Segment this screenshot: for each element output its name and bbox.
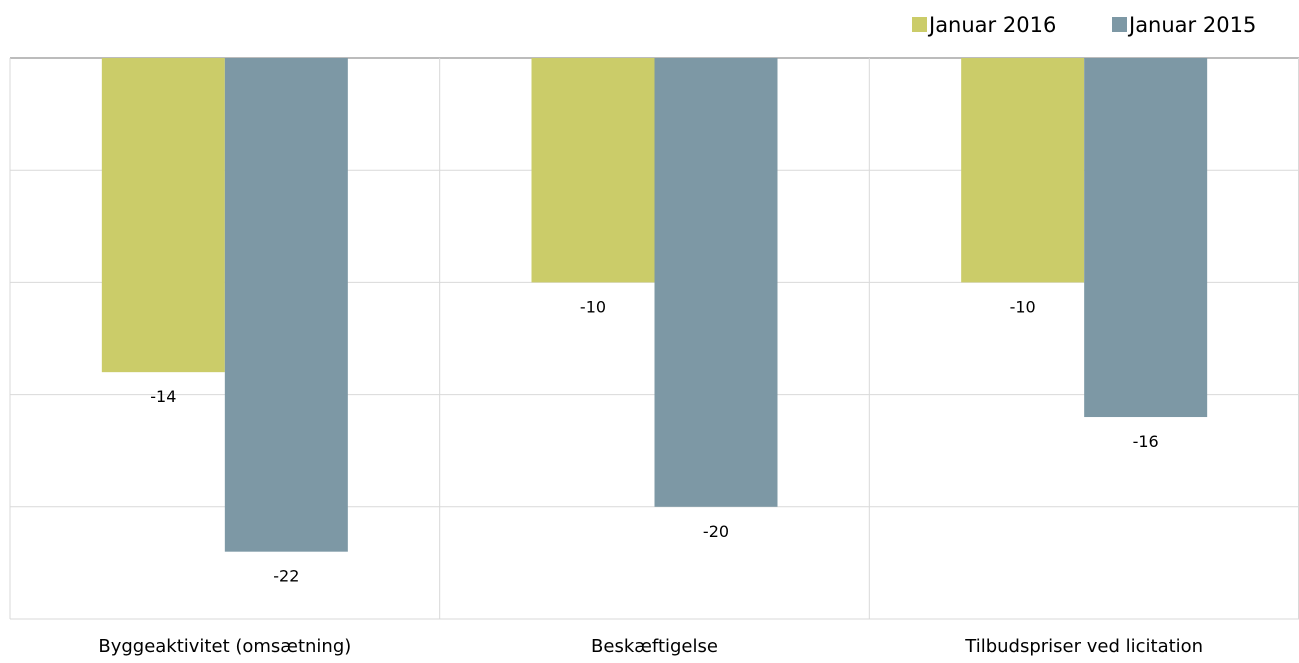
data-label: -10 [1010, 297, 1036, 316]
bar [1084, 58, 1208, 418]
bars [101, 58, 1208, 552]
bar [224, 58, 348, 552]
legend: Januar 2016 Januar 2015 [912, 13, 1256, 37]
data-label: -16 [1133, 432, 1159, 451]
data-labels: -14 -22 -10 -20 -10 -16 [150, 297, 1158, 585]
category-label: Beskæftigelse [591, 636, 718, 657]
bar [654, 58, 778, 507]
legend-swatch [1112, 17, 1127, 32]
bar [531, 58, 655, 283]
data-label: -10 [580, 297, 606, 316]
data-label: -20 [703, 522, 729, 541]
bar [961, 58, 1085, 283]
category-label: Tilbudspriser ved licitation [964, 636, 1203, 657]
category-label: Byggeaktivitet (omsætning) [98, 636, 351, 657]
legend-swatch [912, 17, 927, 32]
data-label: -14 [150, 387, 176, 406]
legend-label: Januar 2016 [927, 13, 1056, 37]
legend-label: Januar 2015 [1127, 13, 1256, 37]
data-label: -22 [273, 567, 299, 586]
axis: Byggeaktivitet (omsætning) Beskæftigelse T… [98, 636, 1203, 657]
bar [101, 58, 225, 373]
